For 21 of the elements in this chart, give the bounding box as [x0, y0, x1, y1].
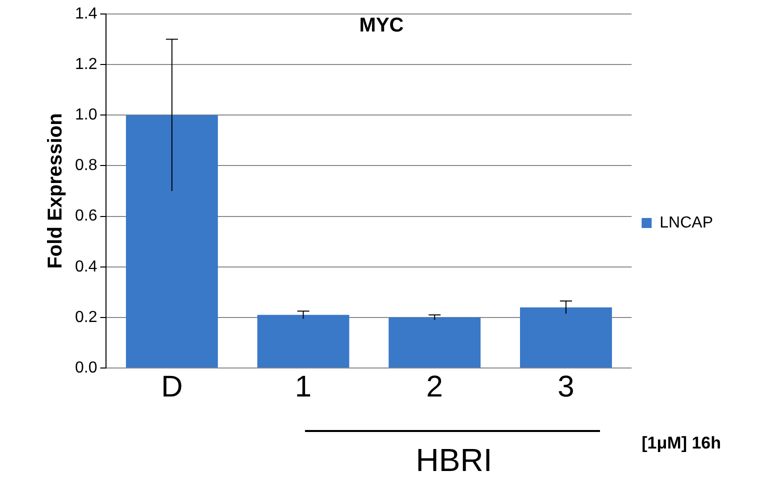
x-tick-label: 1: [294, 370, 312, 404]
y-tick-label: 1.0: [74, 106, 98, 124]
bar: [520, 307, 612, 368]
y-tick-label: 0.8: [74, 157, 98, 174]
bar: [257, 314, 350, 368]
y-tick-label: 0.2: [74, 308, 98, 326]
y-axis-title: Fold Expression: [44, 113, 67, 269]
y-tick-label: 1.2: [74, 56, 98, 73]
y-tick-label: 0.0: [74, 359, 98, 376]
bar: [126, 115, 218, 368]
text: HBRI: [416, 442, 492, 478]
x-tick-label: 3: [558, 370, 574, 404]
legend-label: LNCAP: [660, 214, 714, 232]
y-tick-label: 0.6: [74, 208, 98, 225]
text: [1μM] 16h: [642, 434, 722, 453]
chart-title: MYC: [359, 14, 404, 37]
x-tick-label: 2: [426, 370, 443, 404]
y-tick-label: 1.4: [74, 5, 98, 22]
x-tick-label: D: [161, 370, 183, 404]
y-tick-label: 0.4: [74, 258, 98, 276]
bar: [388, 317, 481, 368]
